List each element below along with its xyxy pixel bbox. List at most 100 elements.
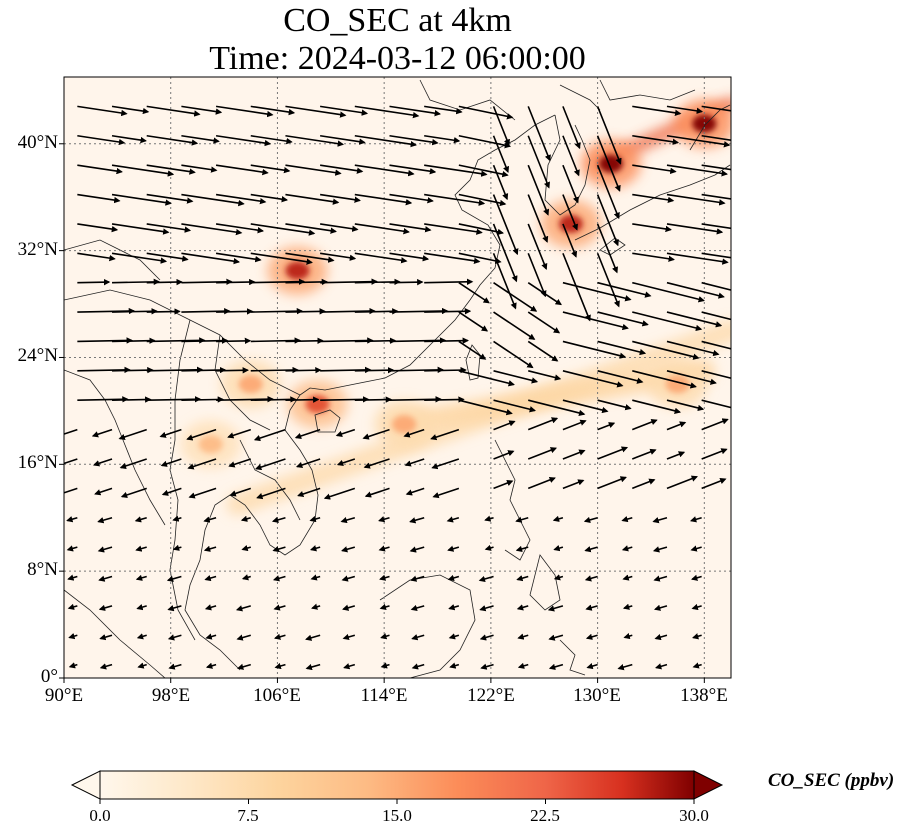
wind-arrow [691, 603, 702, 611]
wind-arrow [99, 634, 113, 641]
wind-arrow [389, 105, 441, 117]
wind-arrow [479, 605, 494, 612]
wind-arrow [188, 487, 217, 499]
wind-arrow [655, 663, 668, 670]
wind-arrow [492, 164, 509, 201]
wind-arrow [67, 574, 78, 581]
lon-tick-label: 106°E [253, 685, 301, 706]
wind-arrow [146, 105, 201, 117]
wind-arrow [250, 252, 313, 265]
wind-arrow [256, 487, 286, 500]
wind-arrow [305, 663, 321, 671]
wind-arrow [68, 662, 78, 669]
wind-arrow [597, 311, 649, 327]
wind-arrow [584, 575, 598, 582]
wind-arrow [389, 223, 432, 233]
wind-arrow [215, 252, 262, 263]
map-plot [59, 76, 732, 683]
wind-arrow [458, 223, 504, 236]
colorbar-tick-label: 7.5 [237, 806, 259, 825]
wind-arrow [354, 223, 410, 235]
wind-arrow [597, 399, 632, 411]
wind-arrow [336, 458, 356, 466]
wind-arrow [410, 604, 425, 612]
wind-arrow [493, 450, 515, 460]
wind-arrow [492, 252, 517, 310]
wind-arrow [492, 194, 519, 256]
wind-arrow [379, 603, 390, 611]
wind-arrow [631, 419, 658, 431]
wind-arrow [378, 516, 390, 523]
wind-arrow [527, 340, 559, 362]
wind-arrow [666, 105, 704, 115]
colorbar-tick-label: 22.5 [530, 806, 560, 825]
wind-arrow [285, 193, 340, 205]
wind-arrow [527, 106, 551, 162]
wind-arrow [146, 278, 183, 286]
wind-arrow [552, 515, 564, 522]
colorbar-tick-label: 15.0 [382, 806, 412, 825]
wind-arrow [340, 516, 356, 524]
lon-tick-label: 130°E [573, 685, 621, 706]
wind-arrow [701, 281, 731, 291]
wind-arrow [172, 544, 182, 551]
wind-arrow [690, 574, 702, 581]
wind-arrow [320, 252, 357, 261]
wind-arrow [562, 419, 587, 431]
wind-arrow [354, 105, 420, 119]
wind-arrow [666, 311, 723, 328]
wind-arrow [701, 399, 731, 409]
wind-arrow [77, 278, 111, 286]
wind-arrow [363, 458, 390, 469]
wind-arrow [562, 135, 580, 177]
wind-arrow [701, 193, 731, 200]
wind-arrow [458, 399, 513, 416]
wind-arrow [424, 396, 465, 403]
wind-arrow [111, 164, 175, 177]
wind-arrow [424, 278, 474, 286]
hotspot-core [665, 375, 690, 394]
wind-arrow [666, 281, 725, 299]
wind-arrow [241, 544, 251, 552]
wind-arrow [181, 164, 218, 173]
wind-arrow [409, 516, 425, 524]
wind-arrow [134, 516, 147, 523]
wind-arrow [320, 164, 364, 174]
wind-arrow [228, 458, 252, 468]
wind-arrow [586, 663, 598, 670]
wind-arrow [285, 105, 347, 118]
wind-arrow [403, 428, 425, 438]
wind-arrow [424, 308, 472, 315]
wind-arrow [492, 223, 518, 283]
wind-arrow [622, 574, 633, 581]
wind-arrow [285, 278, 329, 286]
wind-arrow [335, 428, 356, 437]
wind-arrow [364, 487, 390, 498]
wind-arrow [701, 478, 727, 490]
wind-arrow [666, 340, 720, 357]
wind-arrow [597, 281, 652, 298]
wind-arrow [458, 311, 489, 332]
wind-arrow [112, 396, 152, 403]
wind-arrow [98, 575, 113, 582]
wind-arrow [666, 252, 729, 265]
lon-tick-label: 114°E [360, 685, 408, 706]
wind-arrow [136, 633, 147, 640]
wind-arrow [309, 515, 321, 523]
wind-arrow [216, 367, 250, 374]
wind-arrow [448, 633, 460, 640]
wind-arrow [632, 281, 705, 303]
wind-arrow [528, 370, 562, 381]
wind-arrow [493, 311, 536, 340]
wind-arrow [652, 546, 668, 553]
wind-arrow [631, 478, 656, 490]
wind-arrow [216, 278, 256, 286]
wind-arrow [478, 575, 494, 583]
wind-arrow [597, 446, 629, 460]
wind-arrow [701, 340, 731, 350]
wind-arrow [274, 633, 286, 640]
wind-arrow [250, 193, 289, 203]
wind-arrow [597, 422, 616, 431]
wind-arrow [112, 366, 154, 374]
wind-arrow [596, 194, 619, 247]
